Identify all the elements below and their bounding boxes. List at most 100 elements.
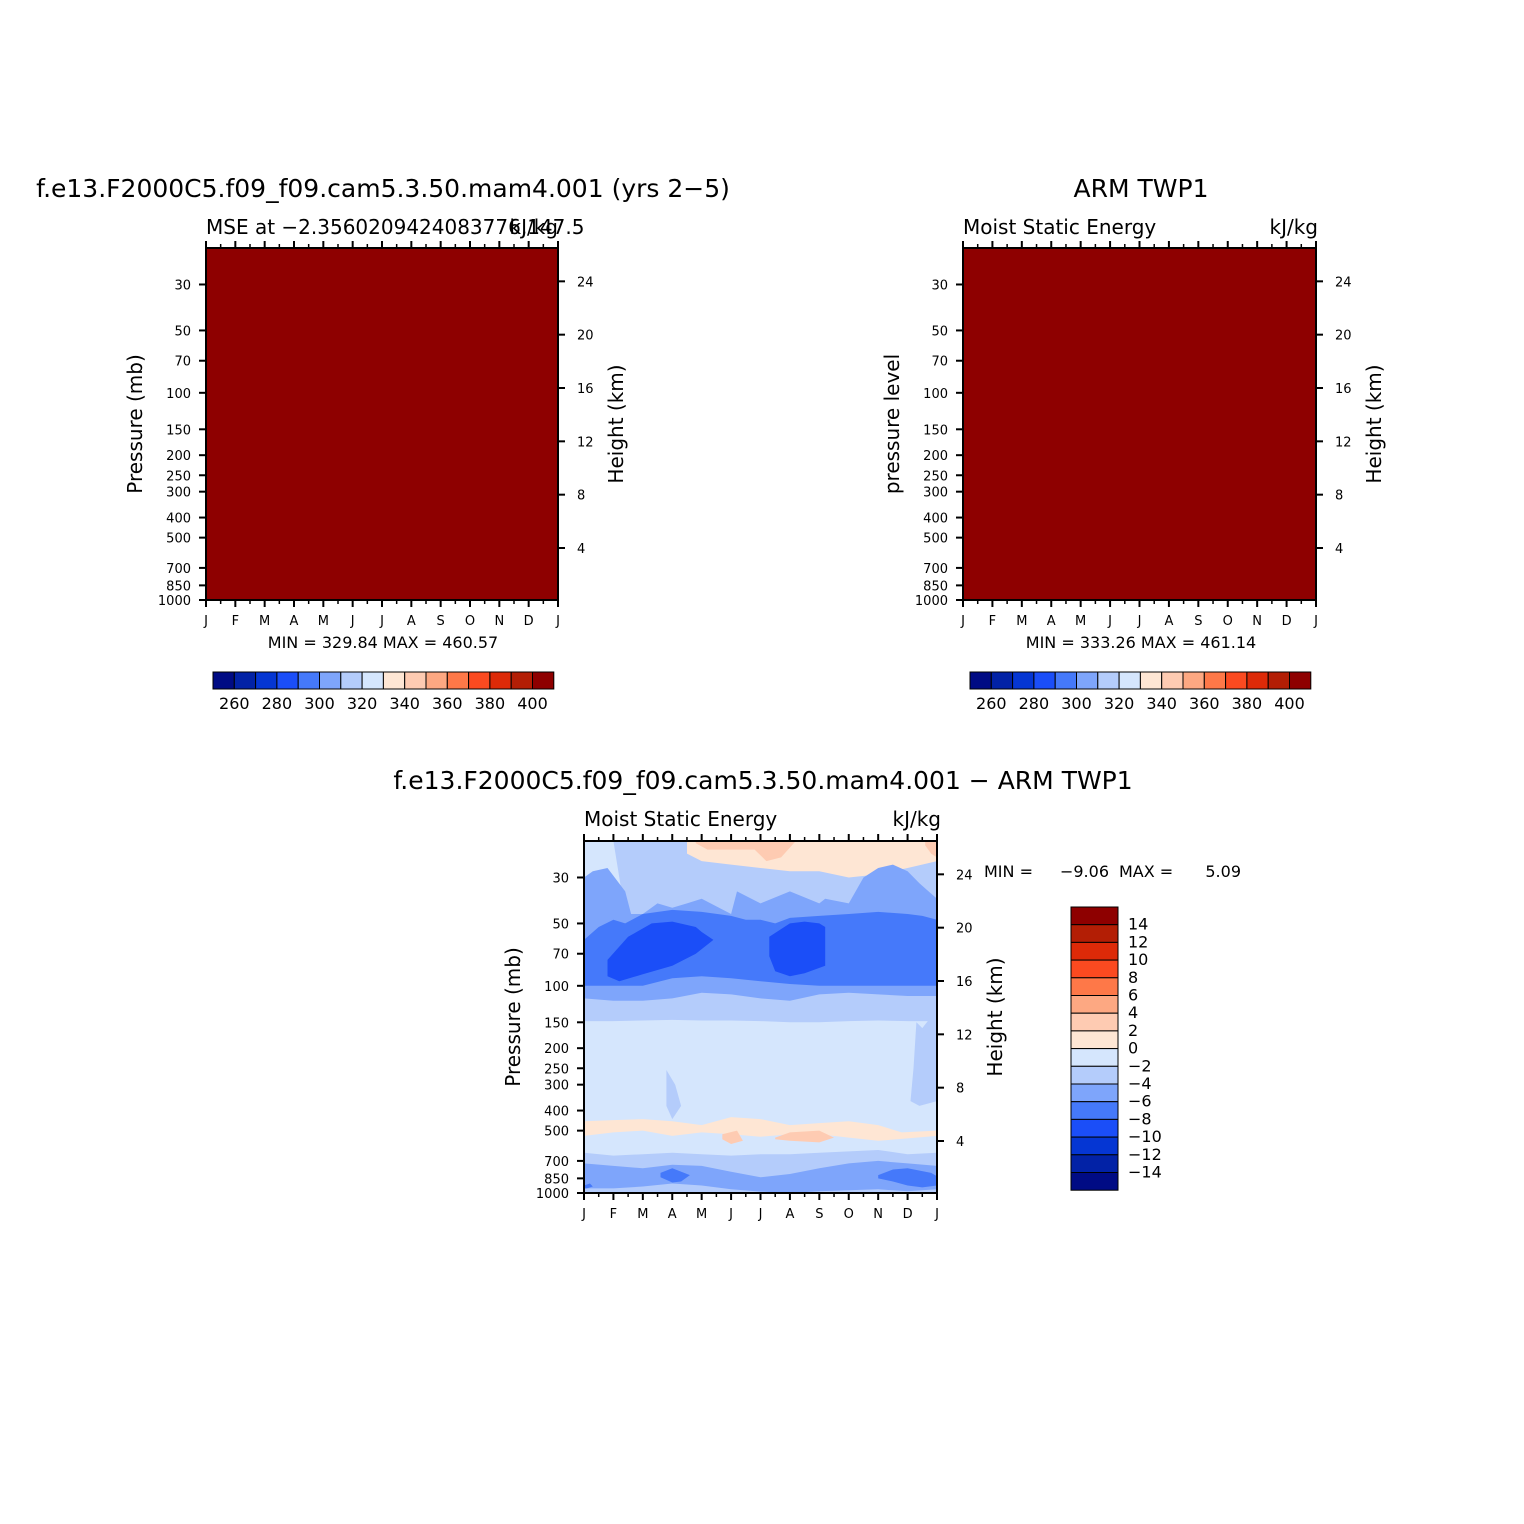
y-tick-label: 50 (931, 324, 948, 339)
x-tick-label: S (437, 614, 445, 629)
colorbar-label: 8 (1128, 968, 1138, 987)
y-tick-label: 300 (923, 486, 948, 501)
y-right-tick-label: 16 (1335, 382, 1352, 397)
y-right-tick-label: 12 (956, 1028, 973, 1043)
y-tick-label: 70 (931, 355, 948, 370)
y-right-tick-label: 24 (577, 275, 594, 290)
colorbar-label: 400 (517, 694, 548, 713)
y-right-tick-label: 12 (577, 435, 594, 450)
axis-ticks: J F M A M J J A S O N D J 30 50 70 100 150 200 250 300 400 500… (158, 241, 594, 629)
colorbar-label: 320 (1104, 694, 1135, 713)
x-tick-label: D (903, 1207, 913, 1222)
colorbar-box (319, 671, 342, 690)
y-tick-label: 400 (544, 1105, 569, 1120)
colorbar-box (1267, 671, 1290, 690)
contour-patch-9 (687, 841, 937, 878)
y-tick-label: 100 (923, 387, 948, 402)
x-tick-label: M (696, 1207, 707, 1222)
y-tick-label: 250 (166, 469, 191, 484)
y-tick-label: 850 (544, 1172, 569, 1187)
contour-patch-11 (925, 841, 937, 858)
y-right-tick-label: 16 (577, 382, 594, 397)
y-tick-label: 150 (923, 423, 948, 438)
panel-left-subtitle: Moist Static Energy (963, 215, 1156, 239)
y-tick-label: 500 (923, 532, 948, 547)
y-tick-label: 70 (174, 355, 191, 370)
y-tick-label: 200 (544, 1042, 569, 1057)
panel-left-subtitle: Moist Static Energy (584, 807, 777, 831)
contour-fill (206, 248, 558, 600)
y-tick-label: 700 (923, 562, 948, 577)
colorbar-box (1118, 671, 1141, 690)
colorbar-absolute: 260 280 300 320 340 360 380 400 (212, 671, 555, 713)
colorbar-label: −8 (1128, 1109, 1152, 1128)
max-value: 5.09 (1205, 862, 1241, 881)
panel-title: f.e13.F2000C5.f09_f09.cam5.3.50.mam4.001… (393, 766, 1132, 795)
contour-patch-10 (695, 841, 796, 862)
panel-right-subtitle: kJ/kg (893, 807, 942, 831)
colorbar-box (468, 671, 491, 690)
y-right-tick-label: 16 (956, 975, 973, 990)
x-tick-label: A (668, 1207, 677, 1222)
x-tick-label: F (989, 614, 996, 629)
y-right-tick-label: 24 (956, 868, 973, 883)
y-tick-label: 150 (544, 1016, 569, 1031)
panel-right-subtitle: kJ/kg (510, 215, 559, 239)
colorbar-label: 4 (1128, 1003, 1138, 1022)
colorbar-label: 12 (1128, 932, 1148, 951)
y-tick-label: 1000 (536, 1187, 569, 1202)
colorbar-box (532, 671, 555, 690)
colorbar-box (1070, 1118, 1119, 1138)
colorbar-label: 280 (1019, 694, 1050, 713)
y-tick-label: 100 (544, 980, 569, 995)
colorbar-box (1246, 671, 1269, 690)
colorbar-label: 6 (1128, 986, 1138, 1005)
y-right-tick-label: 20 (1335, 329, 1352, 344)
contour-fill (584, 841, 937, 1193)
colorbar-label: 14 (1128, 915, 1148, 934)
colorbar-box (1070, 959, 1119, 979)
colorbar-box (1070, 1154, 1119, 1174)
x-tick-label: A (290, 614, 299, 629)
contour-band-7 (206, 248, 558, 600)
colorbar-box (1070, 1136, 1119, 1156)
colorbar-box (1070, 1065, 1119, 1085)
colorbar-label: 10 (1128, 950, 1148, 969)
colorbar-label: 340 (389, 694, 420, 713)
colorbar-box (1289, 671, 1312, 690)
contour-patch-13 (722, 1130, 743, 1144)
x-tick-label: M (1016, 614, 1027, 629)
x-tick-label: J (203, 614, 208, 629)
y-tick-label: 300 (166, 486, 191, 501)
y-right-tick-label: 12 (1335, 435, 1352, 450)
y-tick-label: 200 (923, 449, 948, 464)
y-tick-label: 400 (166, 512, 191, 527)
colorbar-box (1225, 671, 1248, 690)
contour-fill (963, 248, 1316, 600)
x-tick-label: J (758, 1207, 763, 1222)
colorbar-box (382, 671, 406, 690)
panel-diff: f.e13.F2000C5.f09_f09.cam5.3.50.mam4.001… (393, 766, 1241, 1222)
x-tick-label: F (232, 614, 239, 629)
y-tick-label: 850 (166, 579, 191, 594)
y-tick-label: 250 (923, 469, 948, 484)
colorbar-box (1070, 906, 1119, 926)
y-axis-right-label: Height (km) (1362, 364, 1386, 483)
x-tick-label: J (1107, 614, 1112, 629)
contour-patch-18 (769, 921, 826, 977)
y-tick-label: 500 (166, 532, 191, 547)
x-tick-label: J (350, 614, 355, 629)
colorbar-box (1076, 671, 1099, 690)
x-tick-label: N (494, 614, 504, 629)
y-tick-label: 150 (166, 423, 191, 438)
y-axis-label: pressure level (880, 354, 904, 494)
x-tick-label: M (637, 1207, 648, 1222)
contour-patch-5 (878, 1168, 937, 1188)
contour-patch-17 (607, 921, 714, 982)
contour-patch-12 (775, 1130, 834, 1143)
colorbar-label: −14 (1128, 1163, 1162, 1182)
x-tick-label: N (1252, 614, 1262, 629)
colorbar-label: −2 (1128, 1056, 1152, 1075)
colorbar-box (1070, 977, 1119, 996)
